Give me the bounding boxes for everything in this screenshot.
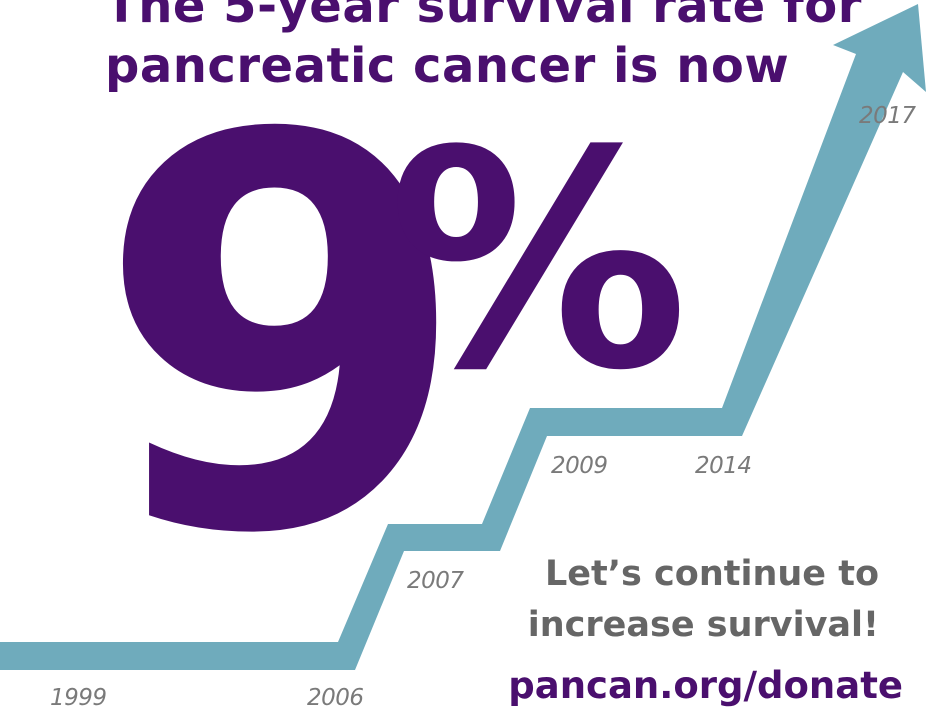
headline-line-1: The 5-year survival rate for: [105, 0, 862, 34]
year-label-2006: 2006: [307, 685, 364, 711]
cta-line-1: Let’s continue to: [544, 554, 879, 594]
donate-link[interactable]: pancan.org/donate: [508, 664, 903, 707]
headline-line-2: pancreatic cancer is now: [105, 38, 790, 94]
year-label-2007: 2007: [407, 568, 464, 594]
year-label-2014: 2014: [695, 453, 752, 479]
trend-arrow-body: [0, 4, 926, 670]
year-label-1999: 1999: [50, 685, 107, 711]
percent-sign: %: [388, 87, 689, 436]
year-label-2017: 2017: [859, 103, 916, 129]
survival-rate-number: 9: [95, 24, 471, 652]
cta-line-2: increase survival!: [527, 605, 879, 645]
year-label-2009: 2009: [551, 453, 608, 479]
